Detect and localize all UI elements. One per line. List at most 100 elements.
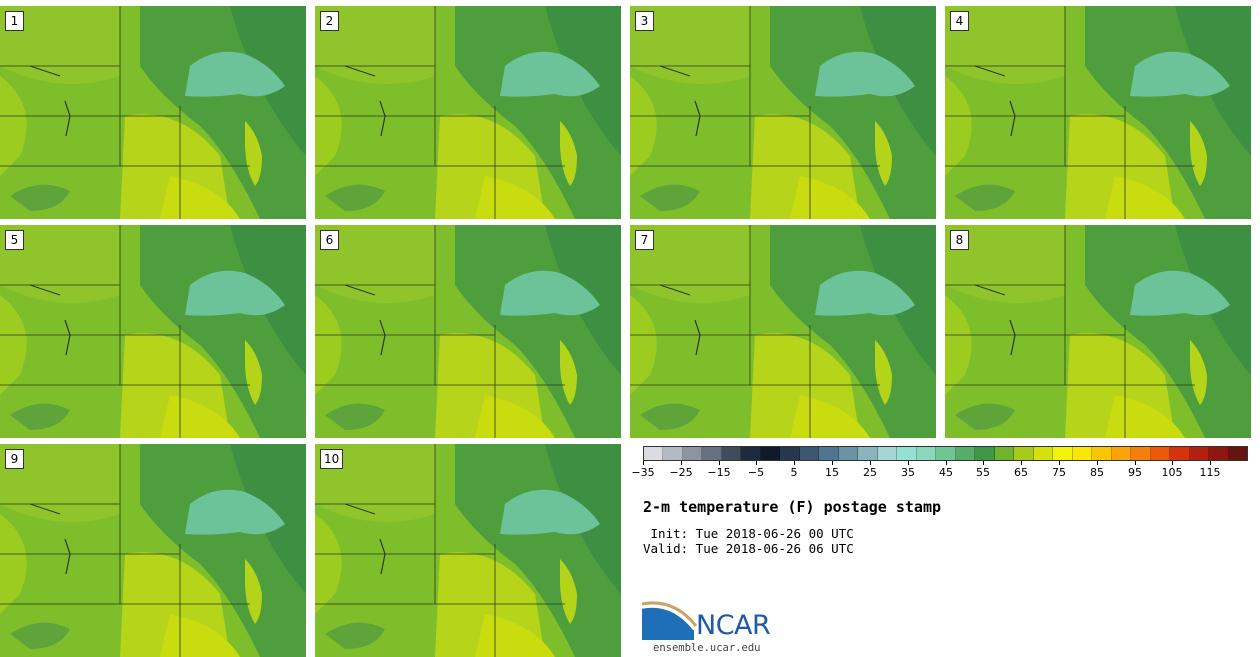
member-number: 3 (635, 11, 654, 31)
colorbar-swatch (975, 447, 995, 460)
map-region (560, 121, 577, 186)
map-region (315, 444, 565, 657)
ensemble-member-map: 6 (315, 225, 621, 438)
map-region (974, 284, 1006, 296)
map-region (955, 403, 1015, 430)
map-field (315, 6, 621, 219)
map-region (0, 514, 27, 614)
map-region (64, 319, 71, 356)
map-region (945, 225, 1195, 438)
member-number: 10 (320, 449, 344, 469)
colorbar-tick-label: −25 (669, 466, 693, 479)
colorbar-swatch (1072, 447, 1093, 460)
colorbar-tick (946, 461, 947, 465)
map-region (325, 622, 385, 649)
map-region (659, 65, 691, 77)
colorbar-tick (643, 461, 644, 465)
map-region (945, 76, 972, 176)
colorbar-swatch (897, 447, 917, 460)
map-region (245, 559, 262, 624)
member-number: 2 (320, 11, 339, 31)
map-region (10, 622, 70, 649)
map-region (344, 503, 376, 515)
map-region (185, 270, 285, 316)
colorbar-swatch (1131, 447, 1151, 460)
map-region (29, 284, 61, 296)
colorbar-swatch (1150, 447, 1171, 460)
map-region (64, 100, 71, 137)
map-region (29, 503, 61, 515)
map-region (815, 270, 915, 316)
map-region (29, 65, 61, 77)
map-region (315, 225, 435, 303)
colorbar-tick-label: 35 (901, 466, 915, 479)
map-region (500, 270, 600, 316)
colorbar-tick-label: 55 (976, 466, 990, 479)
colorbar-swatch (877, 447, 898, 460)
colorbar-swatch (682, 447, 703, 460)
ncar-logo-icon (642, 601, 698, 640)
map-region (0, 225, 120, 303)
map-field (0, 225, 306, 438)
map-region (945, 6, 1065, 84)
colorbar-swatch (741, 447, 761, 460)
map-region (10, 403, 70, 430)
map-region (0, 295, 27, 395)
colorbar-swatch (799, 447, 820, 460)
map-region (344, 65, 376, 77)
map-field (0, 444, 306, 657)
colorbar-swatch (1228, 447, 1248, 460)
colorbar-swatch (838, 447, 859, 460)
colorbar-tick (1021, 461, 1022, 465)
colorbar-swatch (1014, 447, 1034, 460)
map-region (325, 184, 385, 211)
ensemble-member-map: 7 (630, 225, 936, 438)
map-region (560, 340, 577, 405)
map-region (630, 295, 657, 395)
ensemble-member-map: 1 (0, 6, 306, 219)
map-region (945, 6, 1195, 219)
init-time: Init: Tue 2018-06-26 00 UTC (643, 526, 854, 541)
colorbar-swatch (858, 447, 878, 460)
valid-time: Valid: Tue 2018-06-26 06 UTC (643, 541, 854, 556)
colorbar-tick (832, 461, 833, 465)
map-region (315, 514, 342, 614)
colorbar-tick-label: 85 (1090, 466, 1104, 479)
member-number: 9 (5, 449, 24, 469)
colorbar-tick-label: 105 (1161, 466, 1183, 479)
map-region (875, 340, 892, 405)
colorbar-ticks: −35 −25 −15 −5 5 15 25 35 45 55 65 75 85 95 105 115 (631, 461, 1248, 481)
colorbar-swatch (1053, 447, 1073, 460)
colorbar-tick-label: 25 (863, 466, 877, 479)
ensemble-member-map: 9 (0, 444, 306, 657)
ensemble-member-map: 3 (630, 6, 936, 219)
colorbar-swatch (663, 447, 683, 460)
colorbar-tick (794, 461, 795, 465)
colorbar-tick-label: 15 (825, 466, 839, 479)
colorbar-swatch (1170, 447, 1190, 460)
colorbar-tick (1172, 461, 1173, 465)
map-region (945, 225, 1065, 303)
map-region (245, 340, 262, 405)
colorbar-swatch (1111, 447, 1132, 460)
map-region (560, 559, 577, 624)
map-field (0, 6, 306, 219)
map-region (659, 284, 691, 296)
map-region (1009, 319, 1016, 356)
map-region (500, 489, 600, 535)
map-region (630, 6, 750, 84)
map-region (245, 121, 262, 186)
map-region (500, 51, 600, 97)
colorbar-tick (756, 461, 757, 465)
map-region (315, 6, 565, 219)
map-region (0, 444, 120, 522)
colorbar-swatch (760, 447, 781, 460)
map-region (185, 489, 285, 535)
map-region (0, 6, 120, 84)
colorbar-tick-label: 5 (790, 466, 798, 479)
map-region (315, 295, 342, 395)
map-region (955, 184, 1015, 211)
colorbar-swatch (1209, 447, 1229, 460)
ensemble-member-map: 4 (945, 6, 1251, 219)
map-region (640, 184, 700, 211)
